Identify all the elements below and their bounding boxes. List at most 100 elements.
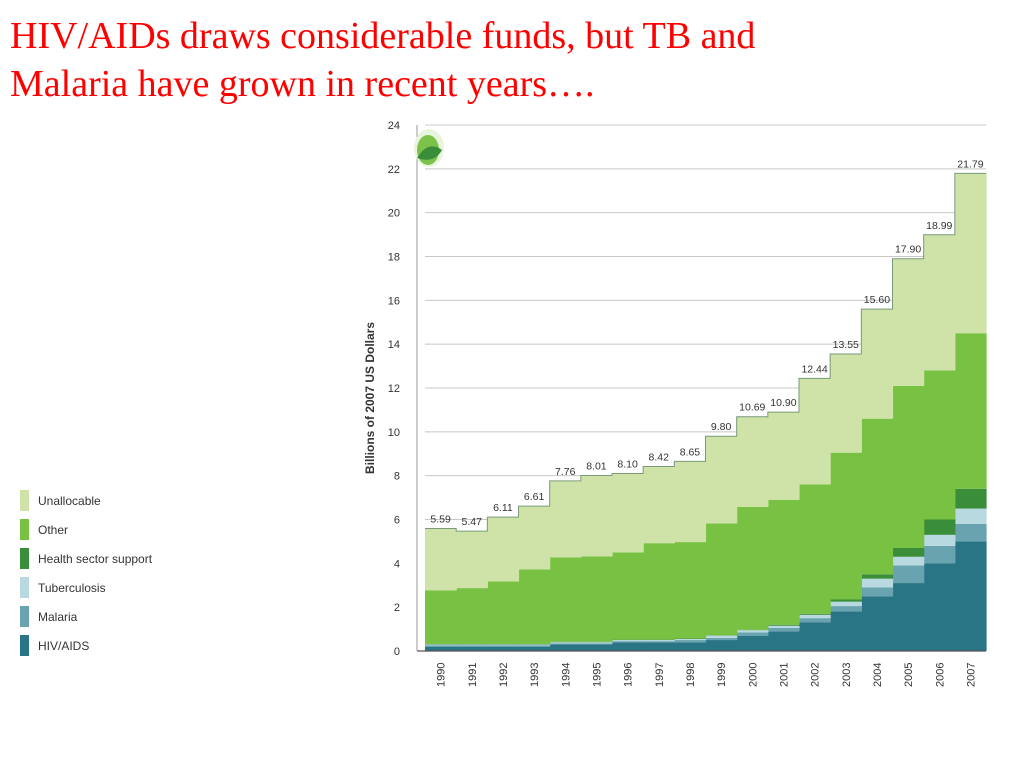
area-segment [456, 645, 488, 647]
area-segment [487, 581, 520, 644]
area-segment [643, 543, 675, 640]
x-tick-label: 1999 [716, 663, 728, 687]
area-segment [643, 642, 675, 651]
legend-label: Other [38, 522, 69, 537]
area-segment [830, 611, 862, 651]
area-segment [674, 542, 707, 639]
series-unallocable [425, 173, 987, 591]
total-outline [425, 172, 986, 532]
area-segment [674, 640, 707, 643]
area-segment [799, 378, 831, 485]
area-segment [954, 508, 987, 524]
x-tick-label: 2005 [903, 663, 915, 687]
total-data-label: 12.44 [801, 363, 827, 375]
area-segment [830, 606, 862, 612]
y-tick-label: 0 [394, 646, 400, 658]
y-axis-label: Billions of 2007 US Dollars [363, 322, 377, 474]
area-segment [612, 473, 644, 553]
area-segment [580, 556, 613, 642]
total-data-label: 10.69 [739, 402, 765, 414]
area-segment [736, 630, 769, 633]
x-tick-label: 1990 [436, 663, 448, 687]
area-segment [736, 635, 769, 651]
area-segment [456, 531, 488, 589]
area-segment [705, 523, 738, 636]
legend-item: HIV/AIDS [20, 631, 152, 660]
area-segment [643, 641, 675, 643]
x-tick-label: 2006 [934, 663, 946, 687]
area-segment [425, 644, 457, 646]
area-segment [549, 480, 582, 558]
area-segment [612, 641, 644, 643]
x-tick-label: 1997 [654, 663, 666, 687]
area-segment [861, 578, 894, 588]
area-segment [861, 309, 894, 419]
y-tick-label: 4 [394, 558, 400, 570]
x-tick-label: 1995 [591, 663, 603, 687]
legend-item: Tuberculosis [20, 573, 152, 602]
y-tick-label: 24 [388, 120, 400, 132]
x-tick-label: 1992 [498, 663, 510, 687]
area-segment [830, 354, 862, 453]
area-segment [892, 385, 925, 548]
area-segment [799, 622, 831, 651]
area-segment [549, 557, 582, 642]
area-segment [923, 519, 956, 535]
area-segment [425, 646, 457, 651]
area-segment [830, 452, 862, 600]
y-tick-label: 22 [388, 164, 400, 176]
area-segment [736, 416, 769, 508]
area-segment [861, 418, 894, 575]
legend-swatch [20, 635, 29, 656]
y-tick-label: 10 [388, 427, 400, 439]
y-tick-label: 18 [388, 252, 400, 264]
y-tick-label: 2 [394, 602, 400, 614]
area-segment [487, 645, 520, 647]
total-data-label: 8.01 [586, 460, 607, 472]
total-data-label: 8.65 [680, 446, 701, 458]
total-data-label: 17.90 [895, 244, 921, 256]
area-segment [799, 618, 831, 623]
area-segment [954, 488, 987, 509]
total-data-label: 6.11 [493, 502, 513, 514]
area-segment [830, 599, 862, 602]
area-segment [456, 588, 488, 644]
area-segment [861, 587, 894, 597]
area-segment [612, 552, 644, 640]
area-segment [954, 523, 987, 542]
area-segment [456, 644, 488, 646]
area-segment [518, 506, 551, 570]
area-segment [518, 644, 551, 646]
area-segment [767, 624, 800, 626]
area-segment [612, 642, 644, 651]
area-segment [705, 436, 738, 524]
area-segment [705, 640, 738, 651]
series-malaria [425, 523, 987, 647]
area-segment [487, 646, 520, 651]
area-segment [923, 370, 956, 520]
series-health-sector-support [425, 488, 987, 645]
area-segment [954, 173, 987, 334]
area-segment [580, 644, 613, 651]
area-segment [861, 574, 894, 579]
legend-item: Malaria [20, 602, 152, 631]
legend-item: Unallocable [20, 486, 152, 515]
x-tick-label: 1998 [685, 663, 697, 687]
area-segment [643, 640, 675, 642]
area-segment [892, 556, 925, 566]
area-segment [705, 637, 738, 641]
chart-areas [425, 172, 987, 651]
area-segment [767, 499, 800, 625]
series-tuberculosis [425, 508, 987, 646]
total-data-label: 6.61 [524, 491, 545, 503]
area-segment [892, 258, 925, 386]
total-data-label: 5.59 [430, 513, 451, 525]
legend-swatch [20, 490, 29, 511]
legend-label: Health sector support [38, 551, 153, 566]
area-segment [612, 640, 644, 642]
total-data-label: 21.79 [957, 158, 983, 170]
area-segment [674, 461, 707, 543]
chart-labels: 5.59 5.47 6.11 6.61 7.76 8.01 8.10 8.42 8.65 9.80… [430, 158, 983, 528]
area-segment [580, 643, 613, 645]
